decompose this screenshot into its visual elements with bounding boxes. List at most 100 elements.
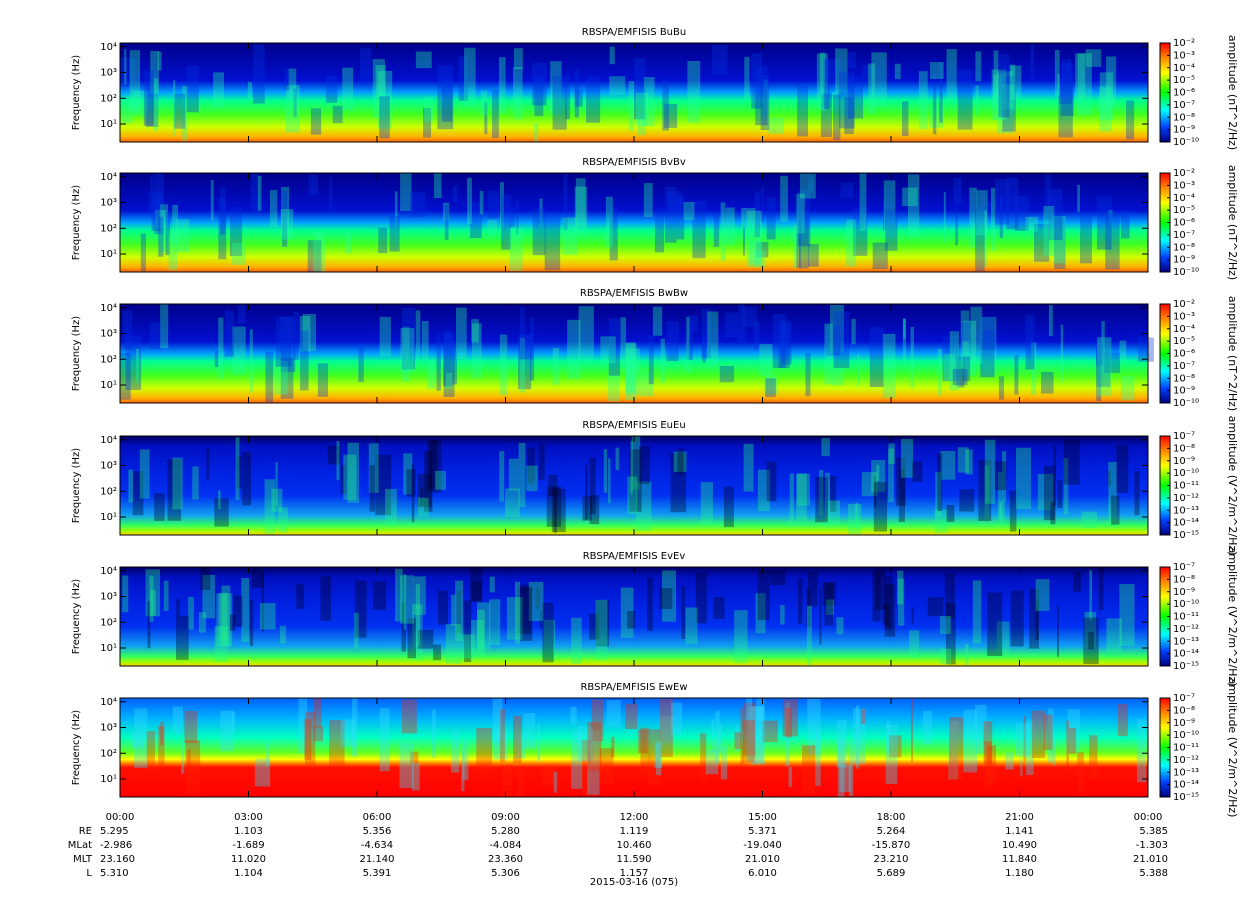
spectrogram-feature — [1099, 86, 1112, 132]
spectrogram-feature — [589, 613, 600, 640]
spectrogram-feature — [403, 574, 407, 630]
spectrogram-feature — [852, 207, 868, 256]
spectrogram-feature — [586, 76, 601, 123]
spectrogram-feature — [955, 208, 958, 246]
spectrogram-feature — [1067, 709, 1080, 753]
colorbar-tick-label: 10⁻¹⁴ — [1173, 780, 1199, 791]
spectrogram-feature — [885, 724, 898, 784]
spectrogram-feature — [417, 629, 434, 649]
spectrogram-feature — [154, 173, 165, 235]
y-tick-label: 10⁴ — [100, 697, 117, 708]
spectrogram-feature — [517, 765, 524, 796]
spectrogram-feature — [1077, 184, 1081, 212]
spectrogram-feature — [163, 580, 169, 611]
spectrogram-feature — [259, 603, 276, 630]
spectrogram-feature — [429, 439, 442, 493]
colorbar-tick-label: 10⁻¹⁰ — [1173, 137, 1199, 148]
ephemeris-value: 5.388 — [1139, 868, 1168, 879]
spectrogram-feature — [820, 93, 832, 138]
spectrogram-feature — [911, 607, 914, 625]
spectrogram-feature — [153, 78, 159, 131]
ephemeris-value: 5.391 — [363, 868, 392, 879]
spectrogram-feature — [233, 595, 243, 627]
spectrogram-feature — [894, 63, 901, 80]
spectrogram-feature — [400, 575, 414, 624]
spectrogram-feature — [1052, 734, 1056, 766]
spectrogram-feature — [868, 63, 875, 115]
spectrogram-feature — [354, 580, 367, 638]
spectrogram-feature — [1136, 718, 1147, 783]
spectrogram-feature — [987, 201, 998, 217]
spectrogram-feature — [461, 634, 475, 659]
spectrogram-feature — [976, 190, 988, 236]
spectrogram-feature — [266, 741, 270, 767]
colorbar-label: amplitude (V^2/m^2/Hz) — [1226, 547, 1239, 687]
ephemeris-value: 1.104 — [234, 868, 263, 879]
spectrogram-feature — [685, 607, 698, 644]
spectrogram-feature — [542, 764, 555, 787]
spectrogram-feature — [402, 326, 410, 382]
spectrogram-feature — [1054, 50, 1060, 97]
spectrogram-feature — [701, 308, 711, 359]
spectrogram-feature — [662, 570, 676, 622]
spectrogram-feature — [1099, 72, 1113, 121]
spectrogram-feature — [368, 443, 379, 493]
spectrogram-feature — [129, 50, 141, 112]
spectrogram-feature — [983, 721, 993, 764]
spectrogram-feature — [492, 90, 499, 139]
spectrogram-feature — [898, 469, 905, 522]
spectrogram-feature — [278, 507, 288, 533]
spectrogram-feature — [329, 176, 333, 212]
colorbar-tick-label: 10⁻¹¹ — [1173, 612, 1199, 623]
spectrogram-feature — [991, 69, 1007, 121]
spectrogram-feature — [501, 195, 511, 250]
spectrogram-feature — [815, 729, 821, 787]
spectrogram-feature — [981, 330, 996, 350]
ephemeris-value: 11.590 — [617, 854, 652, 865]
spectrogram-feature — [300, 330, 309, 391]
spectrogram-feature — [873, 475, 877, 508]
spectrogram-feature — [932, 74, 937, 135]
spectrogram-feature — [139, 449, 150, 499]
spectrogram-feature — [415, 310, 421, 362]
spectrogram-feature — [551, 488, 566, 533]
spectrogram-feature — [151, 198, 161, 232]
spectrogram-feature — [846, 219, 857, 267]
spectrogram-feature — [343, 454, 357, 500]
spectrogram-feature — [1045, 174, 1051, 220]
spectrogram-feature — [940, 648, 952, 665]
spectrogram-feature — [1096, 341, 1104, 366]
spectrogram-feature — [435, 470, 446, 490]
spectrogram-feature — [143, 70, 154, 126]
y-tick-label: 10² — [100, 617, 117, 628]
spectrogram-feature — [978, 459, 992, 521]
spectrogram-feature — [477, 602, 491, 650]
spectrogram-feature — [242, 452, 251, 506]
y-axis-label: Frequency (Hz) — [71, 185, 82, 261]
spectrogram-feature — [631, 436, 641, 490]
spectrogram-feature — [671, 702, 683, 735]
spectrogram-feature — [1030, 43, 1035, 83]
spectrogram-feature — [673, 451, 687, 472]
spectrogram-feature — [167, 459, 182, 521]
colorbar-tick-label: 10⁻⁶ — [1173, 349, 1195, 360]
spectrogram-feature — [304, 718, 312, 760]
spectrogram-feature — [643, 77, 655, 127]
spectrogram-feature — [718, 723, 723, 754]
spectrogram-feature — [587, 731, 600, 795]
spectrogram-feature — [1005, 752, 1014, 770]
spectrogram-feature — [1059, 83, 1073, 104]
spectrogram-feature — [354, 612, 359, 649]
spectrogram-feature — [145, 82, 159, 127]
spectrogram-feature — [962, 320, 977, 376]
x-tick-label: 09:00 — [491, 812, 520, 823]
spectrogram-feature — [499, 451, 505, 502]
ephemeris-value: 11.020 — [231, 854, 266, 865]
ephemeris-value: 23.360 — [488, 854, 523, 865]
panel-title: RBSPA/EMFISIS EvEv — [583, 551, 686, 562]
spectrogram-feature — [180, 742, 185, 774]
spectrogram-feature — [743, 702, 756, 756]
spectrogram-feature — [1084, 611, 1097, 648]
spectrogram-feature — [687, 329, 693, 360]
